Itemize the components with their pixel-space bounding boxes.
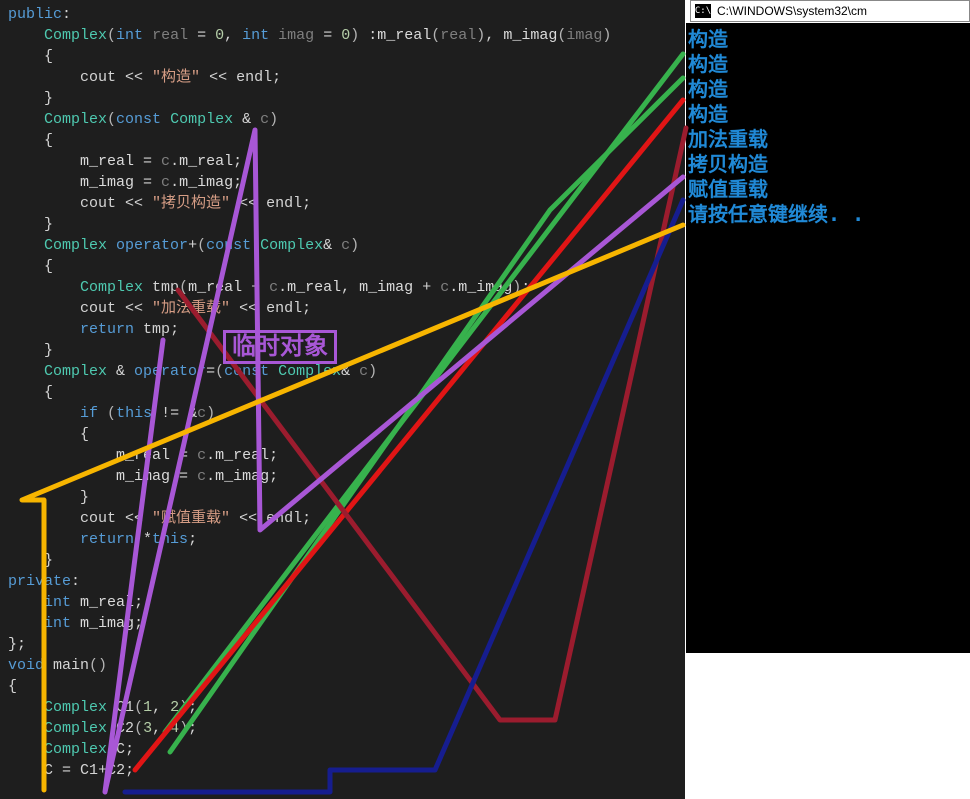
code-line: int m_imag;: [0, 613, 685, 634]
code-line: {: [0, 256, 685, 277]
cmd-icon: C:\: [695, 4, 711, 18]
code-line: public:: [0, 4, 685, 25]
code-line: Complex(const Complex & c): [0, 109, 685, 130]
code-line: }: [0, 214, 685, 235]
code-line: {: [0, 46, 685, 67]
code-line: {: [0, 130, 685, 151]
console-output: 构造 构造 构造 构造 加法重载 拷贝构造 赋值重载 请按任意键继续. .: [686, 23, 970, 653]
code-line: Complex C2(3, 4);: [0, 718, 685, 739]
code-line: {: [0, 676, 685, 697]
code-line: }: [0, 487, 685, 508]
code-line: Complex tmp(m_real + c.m_real, m_imag + …: [0, 277, 685, 298]
code-editor: public: Complex(int real = 0, int imag =…: [0, 0, 685, 799]
console-title: C:\WINDOWS\system32\cm: [717, 4, 867, 18]
code-line: };: [0, 634, 685, 655]
code-line: m_real = c.m_real;: [0, 445, 685, 466]
code-line: m_real = c.m_real;: [0, 151, 685, 172]
console-titlebar: C:\ C:\WINDOWS\system32\cm: [690, 0, 970, 22]
code-line: cout << "赋值重载" << endl;: [0, 508, 685, 529]
code-line: Complex operator+(const Complex& c): [0, 235, 685, 256]
code-line: {: [0, 382, 685, 403]
code-line: C = C1+C2;: [0, 760, 685, 781]
code-line: void main(): [0, 655, 685, 676]
code-line: Complex(int real = 0, int imag = 0) :m_r…: [0, 25, 685, 46]
code-line: cout << "加法重载" << endl;: [0, 298, 685, 319]
code-line: m_imag = c.m_imag;: [0, 172, 685, 193]
code-line: }: [0, 550, 685, 571]
code-line: private:: [0, 571, 685, 592]
code-line: Complex & operator=(const Complex& c): [0, 361, 685, 382]
code-line: int m_real;: [0, 592, 685, 613]
code-line: if (this != &c): [0, 403, 685, 424]
code-line: }: [0, 340, 685, 361]
code-line: return *this;: [0, 529, 685, 550]
code-line: {: [0, 424, 685, 445]
code-line: return tmp;: [0, 319, 685, 340]
code-line: cout << "构造" << endl;: [0, 67, 685, 88]
code-line: cout << "拷贝构造" << endl;: [0, 193, 685, 214]
annotation-temp-object: 临时对象: [223, 330, 337, 364]
code-line: Complex C;: [0, 739, 685, 760]
code-line: Complex C1(1, 2);: [0, 697, 685, 718]
code-line: m_imag = c.m_imag;: [0, 466, 685, 487]
code-line: }: [0, 88, 685, 109]
